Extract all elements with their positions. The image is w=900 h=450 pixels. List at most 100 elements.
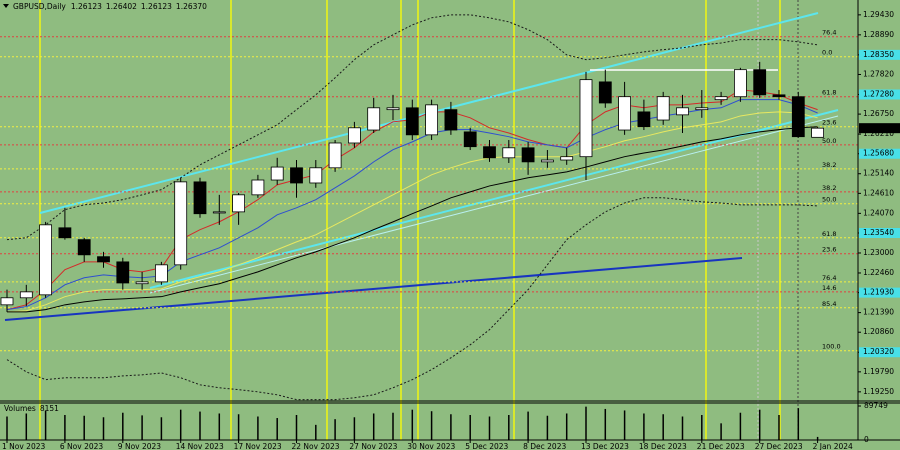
header-high: 1.26402 bbox=[106, 2, 137, 11]
levels: 76.4 61.8 50.0 38.2 23.6 14.6 0.0 23.6 38.2 50.0 6… bbox=[0, 29, 858, 352]
volume-tick-label: 0 bbox=[864, 435, 869, 444]
candle-body bbox=[811, 127, 824, 138]
candle-body bbox=[463, 131, 477, 148]
candle-body bbox=[116, 261, 130, 284]
x-tick-label: 30 Nov 2023 bbox=[407, 442, 455, 450]
candle-body bbox=[444, 109, 458, 131]
candle-body bbox=[541, 159, 554, 163]
candles bbox=[0, 61, 824, 312]
y-tick-highlight bbox=[859, 49, 900, 60]
y-tick-highlight bbox=[859, 287, 900, 298]
candle-body bbox=[791, 96, 805, 138]
candle-body bbox=[347, 127, 361, 144]
y-tick-highlight bbox=[859, 347, 900, 358]
candle-body bbox=[270, 166, 284, 181]
candle-body bbox=[734, 69, 747, 98]
y-tick-label: 1.19250 bbox=[863, 387, 894, 396]
y-tick-label: 1.25680 bbox=[863, 149, 894, 158]
current-price-box bbox=[859, 123, 900, 134]
y-tick-label: 1.29430 bbox=[863, 10, 894, 19]
fib-level-label: 76.4 bbox=[822, 274, 836, 282]
y-tick-label: 1.26750 bbox=[863, 109, 894, 118]
indicator-line bbox=[7, 126, 818, 313]
candle-body bbox=[560, 156, 574, 161]
candle-body bbox=[97, 256, 110, 263]
candle-body bbox=[714, 96, 728, 101]
candle-body bbox=[618, 96, 631, 131]
candle-body bbox=[502, 147, 516, 159]
fib-level-label: 38.2 bbox=[822, 161, 836, 169]
trend-line bbox=[4, 257, 743, 321]
candle-body bbox=[753, 69, 767, 96]
y-tick-label: 1.28350 bbox=[863, 50, 894, 59]
candle-body bbox=[39, 224, 52, 296]
channel-line bbox=[149, 109, 839, 289]
volume-last-value: 8151 bbox=[40, 404, 59, 413]
x-tick-label: 21 Dec 2023 bbox=[697, 442, 745, 450]
candle-body bbox=[367, 107, 381, 131]
x-tick-label: 17 Nov 2023 bbox=[234, 442, 282, 450]
channel-line bbox=[149, 115, 839, 294]
candle-body bbox=[135, 281, 149, 285]
candle-body bbox=[290, 167, 303, 184]
x-tick-label: 14 Nov 2023 bbox=[176, 442, 224, 450]
fib-level-label: 50.0 bbox=[822, 196, 836, 204]
y-tick-highlight bbox=[859, 148, 900, 159]
candle-body bbox=[232, 194, 246, 213]
candle-body bbox=[193, 181, 207, 215]
candle-body bbox=[386, 107, 400, 111]
y-tick-label: 1.27820 bbox=[863, 69, 894, 78]
candle-body bbox=[0, 297, 14, 306]
x-tick-label: 27 Nov 2023 bbox=[349, 442, 397, 450]
candle-body bbox=[676, 107, 689, 116]
fib-level-label: 50.0 bbox=[822, 137, 836, 145]
x-tick-label: 13 Dec 2023 bbox=[581, 442, 629, 450]
fib-level-label: 23.6 bbox=[822, 246, 836, 254]
y-tick-label: 1.26210 bbox=[863, 129, 894, 138]
candle-body bbox=[598, 81, 612, 104]
y-tick-label: 1.21390 bbox=[863, 308, 894, 317]
candle-body bbox=[772, 94, 786, 98]
x-tick-label: 9 Nov 2023 bbox=[118, 442, 161, 450]
candle-body bbox=[656, 96, 670, 121]
candle-body bbox=[58, 227, 72, 239]
candle-body bbox=[154, 264, 168, 283]
candle-body bbox=[405, 107, 419, 136]
fib-level-label: 0.0 bbox=[822, 49, 832, 57]
candle-body bbox=[579, 79, 593, 158]
current-price-label: 1.26370 bbox=[863, 123, 894, 132]
y-tick-label: 1.24070 bbox=[863, 208, 894, 217]
x-tick-label: 8 Dec 2023 bbox=[523, 442, 566, 450]
y-tick-label: 1.24610 bbox=[863, 188, 894, 197]
chart-header: GBPUSD,Daily 1.26123 1.26402 1.26123 1.26370 bbox=[13, 2, 207, 11]
y-tick-label: 1.25140 bbox=[863, 169, 894, 178]
volume-panel bbox=[6, 406, 819, 440]
vertical-lines bbox=[39, 0, 781, 440]
symbol-icon bbox=[3, 4, 9, 8]
y-tick-highlight bbox=[859, 89, 900, 100]
y-tick-label: 1.19790 bbox=[863, 367, 894, 376]
candle-body bbox=[483, 146, 496, 159]
candle-body bbox=[309, 167, 323, 184]
fib-level-label: 61.8 bbox=[822, 230, 836, 238]
chart-title: GBPUSD,Daily bbox=[13, 2, 66, 11]
header-low: 1.26123 bbox=[141, 2, 172, 11]
y-tick-label: 1.28890 bbox=[863, 30, 894, 39]
fib-level-label: 100.0 bbox=[822, 343, 841, 351]
candle-body bbox=[425, 104, 439, 136]
candle-body bbox=[251, 179, 265, 196]
volume-title: Volumes 8151 bbox=[4, 404, 59, 413]
y-tick-label: 1.27280 bbox=[863, 89, 894, 98]
volume-title-text: Volumes bbox=[4, 404, 36, 413]
candle-body bbox=[19, 291, 33, 299]
indicator-line bbox=[6, 14, 818, 241]
fib-level-label: 23.6 bbox=[822, 119, 836, 127]
candle-body bbox=[174, 181, 188, 266]
y-tick-label: 1.23540 bbox=[863, 228, 894, 237]
x-tick-label: 5 Dec 2023 bbox=[465, 442, 508, 450]
candle-body bbox=[77, 239, 91, 256]
